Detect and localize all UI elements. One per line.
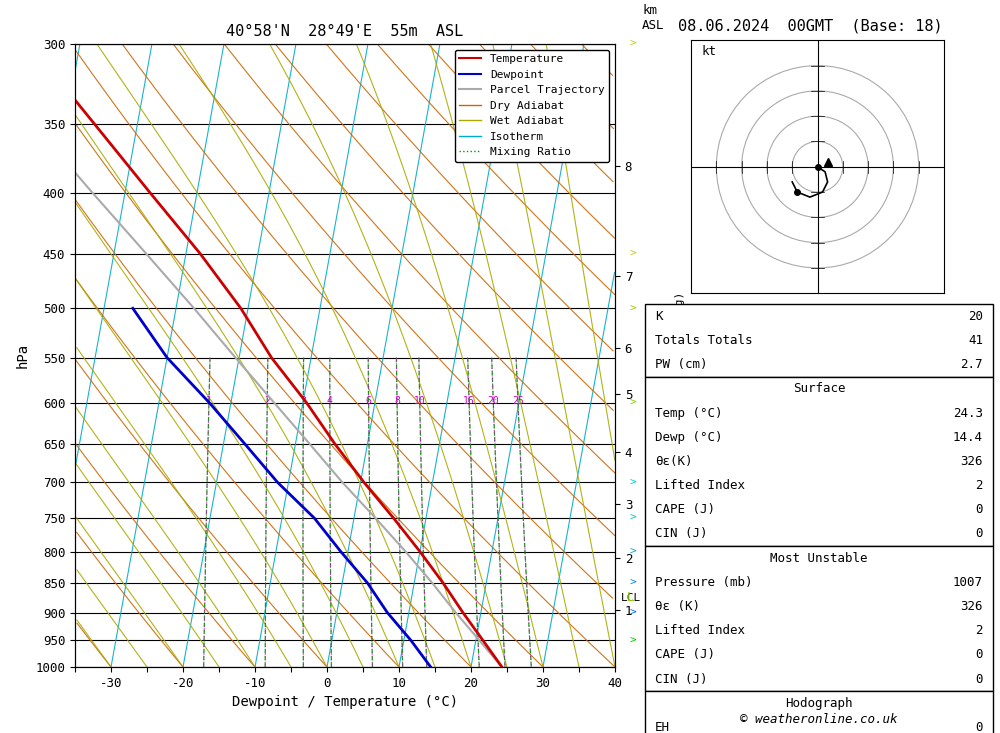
Text: 0: 0 xyxy=(976,721,983,733)
Text: 8: 8 xyxy=(394,396,400,406)
Text: >: > xyxy=(630,547,637,556)
Text: 326: 326 xyxy=(960,455,983,468)
Text: >: > xyxy=(630,578,637,588)
Text: 1007: 1007 xyxy=(953,576,983,589)
Text: θε (K): θε (K) xyxy=(655,600,700,613)
Y-axis label: hPa: hPa xyxy=(16,343,30,368)
Text: PW (cm): PW (cm) xyxy=(655,358,708,371)
Title: 40°58'N  28°49'E  55m  ASL: 40°58'N 28°49'E 55m ASL xyxy=(226,23,464,39)
Text: Lifted Index: Lifted Index xyxy=(655,625,745,637)
Text: L: L xyxy=(627,592,635,605)
Text: >: > xyxy=(630,398,637,408)
Text: 6: 6 xyxy=(366,396,372,406)
Text: 2: 2 xyxy=(976,625,983,637)
Text: kt: kt xyxy=(701,45,716,59)
Text: Surface: Surface xyxy=(793,383,845,395)
Text: Hodograph: Hodograph xyxy=(785,697,853,710)
Legend: Temperature, Dewpoint, Parcel Trajectory, Dry Adiabat, Wet Adiabat, Isotherm, Mi: Temperature, Dewpoint, Parcel Trajectory… xyxy=(455,50,609,162)
Text: 2: 2 xyxy=(264,396,270,406)
X-axis label: Dewpoint / Temperature (°C): Dewpoint / Temperature (°C) xyxy=(232,696,458,710)
Text: CIN (J): CIN (J) xyxy=(655,673,708,685)
Text: EH: EH xyxy=(655,721,670,733)
Text: 3: 3 xyxy=(300,396,306,406)
Text: 25: 25 xyxy=(512,396,524,406)
Text: >: > xyxy=(630,513,637,523)
Text: Totals Totals: Totals Totals xyxy=(655,334,753,347)
Text: 0: 0 xyxy=(976,528,983,540)
Text: LCL: LCL xyxy=(621,593,641,603)
Text: 4: 4 xyxy=(327,396,333,406)
Text: Pressure (mb): Pressure (mb) xyxy=(655,576,753,589)
Text: 2.7: 2.7 xyxy=(960,358,983,371)
Text: 10: 10 xyxy=(414,396,426,406)
Text: >: > xyxy=(630,477,637,487)
Text: K: K xyxy=(655,310,662,323)
Text: θε(K): θε(K) xyxy=(655,455,692,468)
Text: CAPE (J): CAPE (J) xyxy=(655,504,715,516)
Text: 1: 1 xyxy=(206,396,212,406)
Text: 16: 16 xyxy=(463,396,475,406)
Text: CAPE (J): CAPE (J) xyxy=(655,649,715,661)
Text: 0: 0 xyxy=(976,504,983,516)
Text: CIN (J): CIN (J) xyxy=(655,528,708,540)
Text: >: > xyxy=(630,636,637,646)
Text: >: > xyxy=(630,608,637,617)
Text: 2: 2 xyxy=(976,479,983,492)
Text: 0: 0 xyxy=(976,649,983,661)
Text: Lifted Index: Lifted Index xyxy=(655,479,745,492)
Text: 20: 20 xyxy=(487,396,499,406)
Text: 326: 326 xyxy=(960,600,983,613)
Text: 08.06.2024  00GMT  (Base: 18): 08.06.2024 00GMT (Base: 18) xyxy=(678,18,942,33)
Text: >: > xyxy=(630,303,637,313)
Text: Temp (°C): Temp (°C) xyxy=(655,407,722,419)
Text: 20: 20 xyxy=(968,310,983,323)
Text: © weatheronline.co.uk: © weatheronline.co.uk xyxy=(740,712,898,726)
Text: 14.4: 14.4 xyxy=(953,431,983,443)
Text: 0: 0 xyxy=(976,673,983,685)
Text: Mixing Ratio (g/kg): Mixing Ratio (g/kg) xyxy=(675,292,685,419)
Text: >: > xyxy=(630,39,637,49)
Text: km
ASL: km ASL xyxy=(642,4,664,32)
Text: >: > xyxy=(630,248,637,259)
Text: Most Unstable: Most Unstable xyxy=(770,552,868,564)
Text: 24.3: 24.3 xyxy=(953,407,983,419)
Text: Dewp (°C): Dewp (°C) xyxy=(655,431,722,443)
Text: 41: 41 xyxy=(968,334,983,347)
